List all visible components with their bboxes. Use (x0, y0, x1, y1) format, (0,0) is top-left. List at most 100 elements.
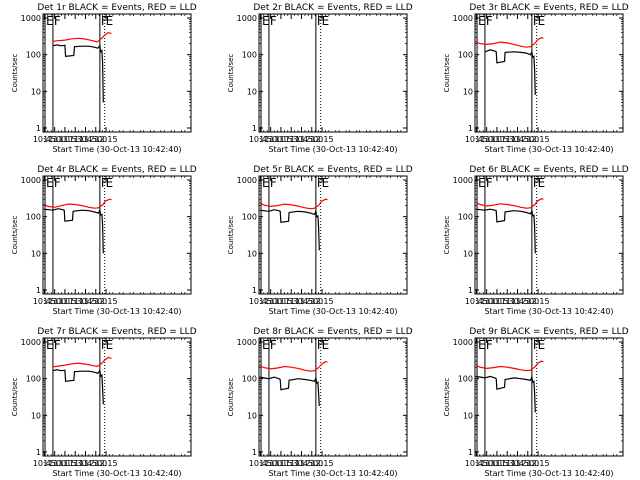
lld-series-line (43, 198, 112, 209)
x-tick-label: 12:15 (527, 297, 550, 306)
y-tick-label: 100 (26, 51, 41, 60)
marker-label: E (106, 14, 114, 28)
y-tick-label: 1000 (453, 176, 473, 185)
events-series-line (259, 375, 320, 407)
x-tick-label: 11:00 (475, 297, 498, 306)
plot-frame (258, 175, 408, 295)
marker-label: F (270, 176, 277, 190)
y-tick-label: 10 (247, 87, 257, 96)
x-tick-label: 10:45 (465, 459, 488, 468)
y-tick-label: 10 (31, 249, 41, 258)
marker-label: E (322, 338, 330, 352)
events-series-line (475, 208, 536, 254)
plot-frame (258, 337, 408, 457)
x-axis-label: Start Time (30-Oct-13 10:42:40) (52, 469, 181, 478)
panel-title: Det 5r BLACK = Events, RED = LLD (253, 165, 412, 175)
marker-label: E (106, 338, 114, 352)
x-tick-label: 11:00 (259, 297, 282, 306)
marker-label: E (478, 14, 486, 28)
x-tick-label: 10:45 (33, 297, 56, 306)
y-tick-label: 1000 (21, 338, 41, 347)
y-tick-label: 10 (463, 87, 473, 96)
x-tick-label: 11:00 (43, 135, 66, 144)
x-tick-label: 11:45 (74, 297, 97, 306)
x-tick-label: 12:00 (84, 135, 107, 144)
x-axis-label: Start Time (30-Oct-13 10:42:40) (484, 145, 613, 154)
panel-9: Det 9r BLACK = Events, RED = LLD 1 10 100 10… (443, 327, 629, 478)
marker-label: E (46, 14, 54, 28)
x-tick-label: 11:15 (485, 297, 508, 306)
x-axis-label: Start Time (30-Oct-13 10:42:40) (268, 469, 397, 478)
x-tick-label: 11:45 (74, 135, 97, 144)
y-tick-label: 100 (26, 375, 41, 384)
plot-frame (258, 13, 408, 133)
plot-frame (474, 175, 624, 295)
marker-label: E (322, 176, 330, 190)
events-series-line (52, 44, 104, 103)
marker-label: F (54, 338, 61, 352)
y-tick-label: 100 (26, 213, 41, 222)
x-tick-label: 11:30 (496, 297, 519, 306)
lld-series-line (259, 198, 328, 210)
y-tick-label: 10 (247, 249, 257, 258)
x-tick-label: 11:00 (43, 459, 66, 468)
x-tick-label: 12:15 (95, 459, 118, 468)
events-series-line (475, 374, 536, 413)
lld-series-line (52, 31, 112, 43)
x-tick-label: 11:15 (485, 135, 508, 144)
y-tick-label: 1 (468, 286, 473, 295)
x-tick-label: 12:15 (311, 459, 334, 468)
x-tick-label: 11:15 (53, 297, 76, 306)
plot-frame (42, 13, 192, 133)
x-tick-label: 12:00 (84, 459, 107, 468)
x-tick-label: 11:45 (290, 459, 313, 468)
x-tick-label: 11:15 (269, 297, 292, 306)
x-axis-label: Start Time (30-Oct-13 10:42:40) (268, 145, 397, 154)
marker-label: E (106, 176, 114, 190)
y-tick-label: 10 (31, 87, 41, 96)
panel-title: Det 9r BLACK = Events, RED = LLD (469, 327, 628, 337)
y-tick-label: 1 (468, 448, 473, 457)
x-tick-label: 11:45 (506, 297, 529, 306)
panel-4: Det 4r BLACK = Events, RED = LLD 1 10 100 10… (11, 165, 197, 316)
marker-label: E (478, 176, 486, 190)
y-tick-label: 1000 (237, 176, 257, 185)
y-tick-label: 1 (252, 448, 257, 457)
marker-label: E (46, 176, 54, 190)
marker-label: E (538, 176, 546, 190)
x-tick-label: 12:00 (516, 297, 539, 306)
x-tick-label: 11:30 (280, 135, 303, 144)
x-axis-label: Start Time (30-Oct-13 10:42:40) (52, 307, 181, 316)
x-tick-label: 11:00 (259, 459, 282, 468)
x-tick-label: 11:30 (280, 297, 303, 306)
y-tick-label: 10 (463, 411, 473, 420)
x-tick-label: 12:15 (95, 135, 118, 144)
panel-1: Det 1r BLACK = Events, RED = LLD 1 10 100 10… (11, 3, 197, 154)
x-tick-label: 11:45 (290, 135, 313, 144)
y-axis-label: Counts/sec (443, 378, 451, 417)
marker-label: F (486, 176, 493, 190)
x-tick-label: 11:30 (280, 459, 303, 468)
x-tick-label: 11:15 (269, 135, 292, 144)
y-tick-label: 10 (31, 411, 41, 420)
x-tick-label: 12:00 (516, 459, 539, 468)
marker-label: E (538, 338, 546, 352)
x-tick-label: 11:15 (269, 459, 292, 468)
marker-label: E (322, 14, 330, 28)
marker-label: F (270, 14, 277, 28)
marker-label: F (54, 176, 61, 190)
marker-label: E (262, 338, 270, 352)
x-tick-label: 12:00 (300, 459, 323, 468)
x-tick-label: 11:45 (506, 135, 529, 144)
x-tick-label: 11:45 (506, 459, 529, 468)
marker-label: E (46, 338, 54, 352)
events-series-line (52, 369, 104, 405)
x-tick-label: 11:00 (475, 459, 498, 468)
events-series-line (259, 209, 320, 251)
y-axis-label: Counts/sec (11, 216, 19, 255)
y-tick-label: 1 (36, 124, 41, 133)
y-axis-label: Counts/sec (227, 54, 235, 93)
events-series-line (43, 208, 104, 254)
x-tick-label: 11:30 (64, 459, 87, 468)
